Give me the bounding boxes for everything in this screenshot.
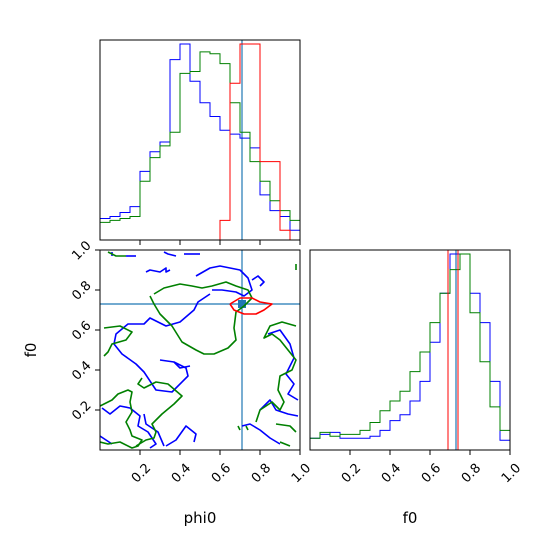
contour-blue-4 — [145, 267, 171, 273]
ticklabel-joint-y-2: 0.6 — [69, 318, 94, 343]
contour-blue-15 — [100, 435, 113, 445]
ticklabel-joint-x-1: 0.4 — [169, 461, 194, 486]
hist-f0-green — [310, 253, 510, 450]
contour-red-0 — [229, 297, 273, 315]
ticklabel-joint-y-3: 0.8 — [69, 278, 94, 303]
ylabel-f0: f0 — [22, 343, 40, 358]
xlabel-phi0: phi0 — [184, 509, 217, 527]
contour-green-4 — [245, 425, 249, 431]
ticklabel-joint-y-4: 1.0 — [69, 238, 94, 263]
ticklabel-right-x-4: 1.0 — [499, 461, 524, 486]
xlabel-f0: f0 — [403, 509, 418, 527]
contour-blue-14 — [259, 399, 299, 417]
ticklabel-joint-y-0: 0.2 — [69, 398, 94, 423]
ticklabel-joint-y-1: 0.4 — [69, 358, 94, 383]
contour-green-6 — [100, 389, 143, 449]
panel-frame-joint — [99, 249, 301, 451]
contour-blue-10 — [143, 413, 165, 447]
contour-green-10 — [275, 423, 297, 433]
ticklabel-joint-x-3: 0.8 — [249, 461, 274, 486]
contour-green-5 — [103, 325, 133, 357]
contour-blue-5 — [113, 293, 211, 393]
contour-blue-13 — [267, 329, 299, 401]
contour-green-8 — [255, 321, 297, 423]
contour-blue-9 — [101, 405, 157, 449]
ticklabel-right-x-0: 0.2 — [339, 461, 364, 486]
panel-frame-top — [99, 39, 301, 241]
contour-green-7 — [135, 377, 183, 447]
ticklabel-joint-x-0: 0.2 — [129, 461, 154, 486]
truth-marker — [238, 300, 246, 308]
hist-phi0-green — [100, 51, 300, 240]
contour-green-2 — [149, 281, 253, 355]
ticklabel-right-x-1: 0.4 — [379, 461, 404, 486]
panel-frame-right — [309, 249, 511, 451]
hist-phi0-blue — [100, 43, 300, 240]
contour-green-9 — [279, 441, 291, 447]
ticklabel-joint-x-2: 0.6 — [209, 461, 234, 486]
contour-blue-2 — [163, 251, 177, 257]
contour-blue-11 — [165, 425, 197, 447]
ticklabel-right-x-3: 0.8 — [459, 461, 484, 486]
contour-blue-8 — [173, 361, 191, 369]
hist-phi0-red — [100, 43, 300, 240]
ticklabel-right-x-2: 0.6 — [419, 461, 444, 486]
contour-blue-6 — [195, 265, 253, 297]
ticklabel-joint-x-4: 1.0 — [289, 461, 314, 486]
contour-green-3 — [237, 425, 241, 431]
contour-green-0 — [107, 251, 126, 257]
contour-blue-7 — [251, 275, 265, 287]
contour-blue-12 — [241, 423, 281, 445]
